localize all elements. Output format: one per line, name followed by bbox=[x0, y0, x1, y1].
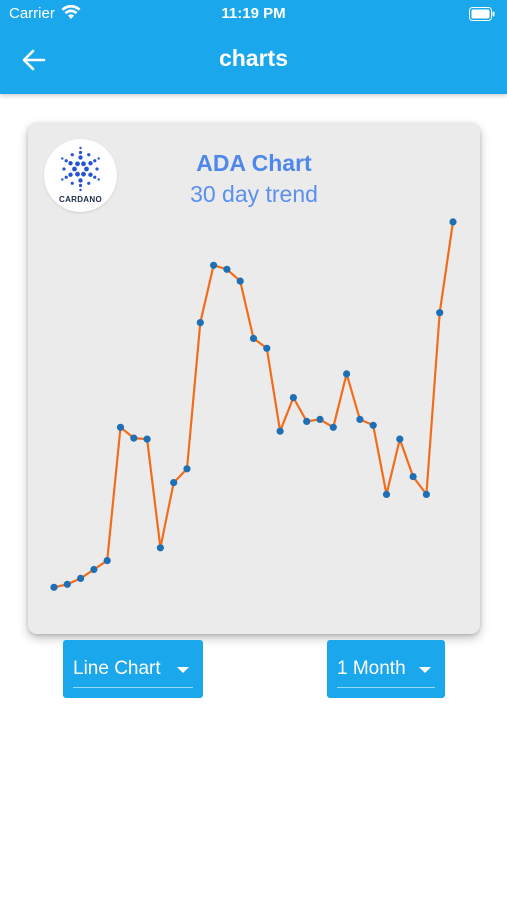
logo-dot bbox=[64, 159, 68, 163]
data-point bbox=[170, 479, 178, 487]
logo-dot bbox=[79, 188, 82, 192]
caret-down-icon bbox=[177, 667, 189, 673]
chart-subtitle: 30 day trend bbox=[190, 181, 318, 207]
chart-title: ADA Chart bbox=[196, 150, 312, 176]
logo-text: CARDANO bbox=[59, 195, 102, 204]
data-point bbox=[409, 473, 417, 481]
status-bar: Carrier 11:19 PM bbox=[0, 0, 507, 28]
logo-dot bbox=[75, 171, 80, 177]
logo-dot bbox=[95, 167, 99, 171]
logo-dot bbox=[88, 161, 93, 166]
data-point bbox=[303, 417, 311, 425]
data-point bbox=[156, 544, 164, 552]
logo-dot bbox=[62, 167, 66, 171]
data-point bbox=[249, 334, 258, 342]
logo-dot bbox=[70, 181, 74, 185]
logo-dot bbox=[81, 161, 86, 167]
caret-down-icon bbox=[419, 667, 431, 673]
data-point bbox=[103, 557, 111, 565]
logo-dot bbox=[72, 166, 77, 172]
cardano-logo-icon: CARDANO bbox=[44, 139, 117, 212]
back-button[interactable] bbox=[20, 46, 50, 74]
logo-dot bbox=[64, 175, 68, 179]
wifi-icon bbox=[61, 4, 81, 19]
logo-dot bbox=[93, 175, 97, 179]
data-point bbox=[276, 427, 284, 435]
logo-dot bbox=[79, 146, 82, 150]
series-line bbox=[53, 221, 455, 589]
data-point bbox=[116, 423, 125, 431]
period-label: 1 Month bbox=[337, 658, 406, 679]
logo-dot bbox=[87, 153, 91, 157]
logo-dot bbox=[68, 172, 73, 177]
logo-dot bbox=[61, 178, 64, 181]
logo-dot bbox=[78, 155, 83, 160]
data-point bbox=[369, 421, 377, 429]
data-point bbox=[210, 261, 218, 269]
data-point bbox=[77, 574, 85, 582]
arrow-left-icon bbox=[22, 49, 46, 71]
status-time: 11:19 PM bbox=[221, 5, 286, 22]
data-point bbox=[382, 490, 391, 498]
logo-dot bbox=[78, 183, 83, 188]
data-point bbox=[236, 277, 244, 285]
carrier-label: Carrier bbox=[9, 5, 55, 22]
data-point bbox=[63, 580, 71, 588]
dropdown-underline bbox=[337, 687, 435, 688]
data-point bbox=[356, 415, 364, 423]
data-point bbox=[329, 423, 337, 431]
data-point bbox=[130, 434, 138, 442]
dropdown-underline bbox=[73, 687, 193, 688]
cardano-dots bbox=[61, 146, 100, 192]
period-dropdown[interactable]: 1 Month bbox=[327, 640, 445, 698]
data-point bbox=[449, 218, 457, 226]
data-point bbox=[396, 435, 404, 443]
data-point bbox=[223, 265, 231, 273]
logo-dot bbox=[68, 161, 73, 166]
data-point bbox=[50, 583, 58, 591]
page-title: charts bbox=[218, 45, 289, 71]
data-point bbox=[90, 565, 98, 574]
data-point bbox=[289, 394, 297, 402]
data-point bbox=[196, 319, 204, 327]
logo-dot bbox=[84, 166, 89, 172]
data-point bbox=[183, 465, 191, 473]
data-point bbox=[343, 370, 351, 378]
logo-dot bbox=[87, 181, 91, 185]
data-point bbox=[436, 309, 444, 317]
data-point bbox=[422, 490, 430, 498]
data-point bbox=[143, 435, 151, 443]
logo-dot bbox=[93, 159, 97, 163]
battery-icon bbox=[469, 7, 495, 21]
app-bar: Carrier 11:19 PM charts bbox=[0, 0, 507, 94]
logo-dot bbox=[70, 153, 74, 157]
logo-dot bbox=[75, 161, 80, 167]
logo-dot bbox=[97, 178, 100, 181]
logo-dot bbox=[78, 150, 83, 155]
logo-dot bbox=[81, 171, 86, 177]
chart-type-label: Line Chart bbox=[73, 658, 161, 679]
data-point bbox=[263, 344, 271, 352]
chart-card: CARDANO ADA Chart 30 day trend bbox=[28, 123, 480, 634]
logo-dot bbox=[61, 157, 64, 160]
logo-dot bbox=[78, 178, 83, 183]
data-point bbox=[316, 415, 324, 423]
logo-dot bbox=[88, 172, 93, 177]
logo-dot bbox=[97, 157, 100, 160]
chart-type-dropdown[interactable]: Line Chart bbox=[63, 640, 203, 698]
line-chart bbox=[50, 218, 457, 591]
